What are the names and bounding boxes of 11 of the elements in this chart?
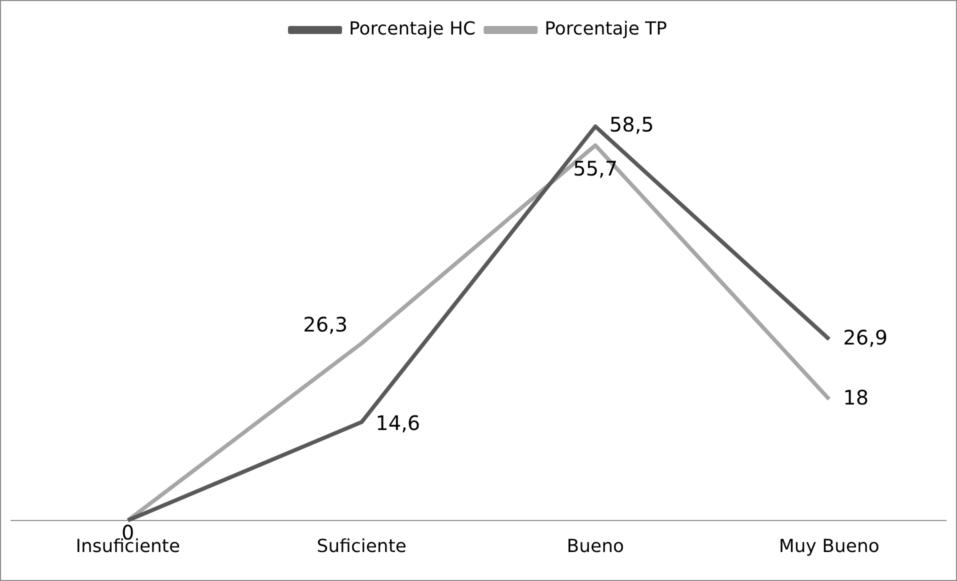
x-tick-label: Muy Bueno [778, 536, 880, 557]
data-label: 26,9 [843, 325, 888, 350]
legend-label: Porcentaje TP [544, 18, 668, 40]
x-tick-label: Bueno [566, 536, 624, 557]
data-label: 58,5 [609, 112, 654, 137]
data-label: 14,6 [376, 411, 420, 436]
legend-label: Porcentaje HC [349, 18, 476, 40]
x-tick-label: Suficiente [316, 536, 406, 557]
data-label: 55,7 [573, 156, 618, 181]
data-label: 26,3 [303, 312, 348, 337]
data-label: 18 [843, 385, 869, 410]
